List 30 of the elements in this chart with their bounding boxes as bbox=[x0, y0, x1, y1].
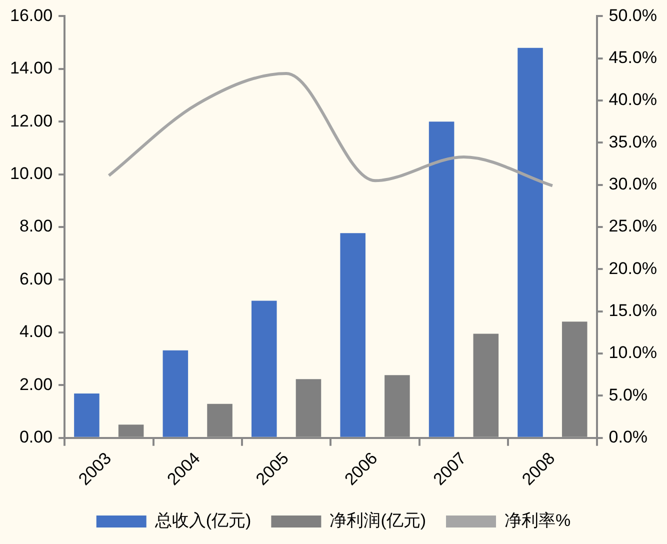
y-tick-label: 14.00 bbox=[10, 58, 53, 78]
bar bbox=[74, 394, 100, 437]
y2-tick-label: 20.0% bbox=[608, 258, 657, 278]
line-series bbox=[107, 72, 554, 188]
bar bbox=[518, 48, 543, 437]
bar bbox=[162, 350, 188, 437]
y2-tick-label: 5.0% bbox=[608, 385, 648, 404]
y2-tick-label: 50.0% bbox=[608, 6, 657, 25]
y2-tick-label: 25.0% bbox=[608, 216, 657, 236]
y2-tick-label: 15.0% bbox=[608, 301, 657, 320]
y2-tick-label: 10.0% bbox=[608, 343, 657, 362]
y2-tick-label: 0.0% bbox=[608, 428, 648, 447]
bar bbox=[428, 122, 454, 437]
y-tick-label: 4.00 bbox=[19, 322, 53, 342]
legend-label: 总收入(亿元) bbox=[154, 511, 252, 530]
y-tick-label: 2.00 bbox=[19, 374, 53, 394]
y2-tick-label: 45.0% bbox=[608, 48, 657, 68]
legend-label: 净利润(亿元) bbox=[330, 511, 426, 530]
bar bbox=[340, 233, 366, 437]
bar bbox=[251, 300, 277, 437]
y-tick-label: 0.00 bbox=[19, 428, 53, 447]
legend-label: 净利率% bbox=[504, 511, 571, 530]
y2-tick-label: 40.0% bbox=[608, 90, 657, 110]
y2-tick-label: 30.0% bbox=[608, 174, 657, 194]
y-tick-label: 12.00 bbox=[10, 111, 53, 130]
y-tick-label: 6.00 bbox=[19, 269, 53, 288]
y-tick-label: 10.00 bbox=[10, 164, 53, 183]
y2-tick-label: 35.0% bbox=[608, 132, 657, 152]
y-tick-label: 8.00 bbox=[19, 216, 53, 236]
y-tick-label: 16.00 bbox=[10, 6, 53, 25]
